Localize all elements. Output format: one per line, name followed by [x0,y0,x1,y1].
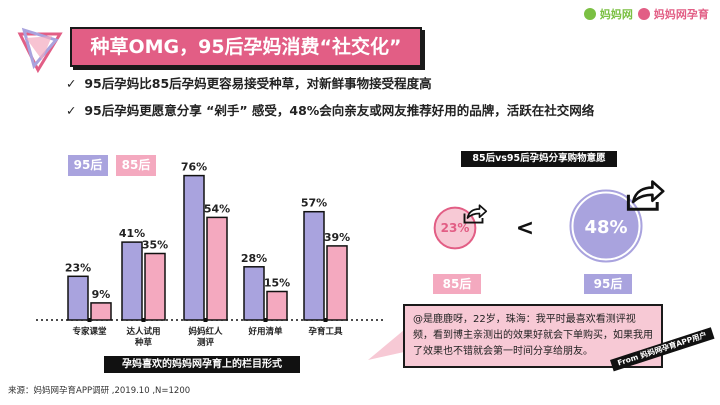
category-label-1: 达人试用 [126,326,160,337]
bubble-chart-title: 85后vs95后孕妈分享购物意愿 [461,151,617,167]
share-arrow-icon [626,180,665,211]
bar-85后-1 [144,252,166,321]
axis-tick-3 [263,318,268,322]
bubble-tag-95: 95后 [584,274,632,294]
category-label-4: 孕育工具 [308,326,343,337]
bar-label-85后-3: 15% [264,277,290,290]
bar-label-85后-2: 54% [204,202,230,215]
bar-95后-1 [121,241,143,321]
yunyu-logo-icon [638,8,650,20]
bar-95后-0 [67,275,89,321]
bar-95后-2 [183,174,205,321]
bar-label-95后-4: 57% [301,197,327,210]
axis-tick-0 [87,318,92,322]
bullet-2-text: 95后孕妈更愿意分享 “剁手” 感受，48%会向亲友或网友推荐好用的品牌，活跃在… [84,103,595,118]
axis-tick-2 [203,318,208,322]
bar-label-95后-0: 23% [65,261,91,274]
page-title: 种草OMG，95后孕妈消费“社交化” [90,36,402,58]
quote-pointer [368,330,404,360]
mamawang-logo-icon [584,8,596,20]
category-label-3: 好用清单 [247,326,283,337]
bar-label-85后-1: 35% [142,239,168,252]
bullet-1-text: 95后孕妈比85后孕妈更容易接受种草，对新鲜事物接受程度高 [84,76,432,91]
category-label-2: 妈妈红人 [188,326,223,337]
bar-chart-caption: 孕妈喜欢的妈妈网孕育上的栏目形式 [104,356,300,373]
bubble-label-85后: 23% [441,221,470,235]
category-label-1: 种草 [134,337,153,348]
bubble-tag-85: 85后 [433,274,481,294]
bubble-ring-95后 [569,189,643,263]
bar-85后-0 [90,302,112,321]
page-title-box: 种草OMG，95后孕妈消费“社交化” [70,27,422,67]
brand1-text: 妈妈网 [599,8,633,21]
geometric-logo-icon [17,27,63,74]
brand2-text: 妈妈网孕育 [653,8,709,21]
share-arrow-icon [463,204,488,224]
bar-label-95后-1: 41% [119,227,145,240]
bar-label-95后-3: 28% [241,252,267,265]
source-note: 来源：妈妈网孕育APP调研 ,2019.10 ,N=1200 [8,386,191,396]
check-icon: ✓ [66,103,77,118]
bubble-label-95后: 48% [584,217,627,238]
axis-tick-4 [323,318,328,322]
brand-yunyu: 妈妈网孕育 [638,6,709,22]
check-icon: ✓ [66,76,77,91]
bar-95后-3 [243,266,265,321]
bar-85后-4 [326,245,348,321]
bullet-2: ✓ 95后孕妈更愿意分享 “剁手” 感受，48%会向亲友或网友推荐好用的品牌，活… [66,100,594,119]
bubble-95后 [573,193,639,259]
bullet-1: ✓ 95后孕妈比85后孕妈更容易接受种草，对新鲜事物接受程度高 [66,73,432,92]
bar-label-95后-2: 76% [181,161,207,174]
legend-95: 95后 [68,155,108,176]
brand-mamawang: 妈妈网 [584,6,633,22]
axis-tick-1 [141,318,146,322]
category-label-0: 专家课堂 [72,326,107,337]
bar-label-85后-0: 9% [92,288,111,301]
category-label-2: 测评 [197,337,215,348]
bar-85后-3 [266,290,288,321]
comparator-symbol: < [516,216,534,241]
bar-85后-2 [206,216,228,321]
legend-85: 85后 [116,155,156,176]
bar-label-85后-4: 39% [324,231,350,244]
bar-95后-4 [303,210,325,321]
